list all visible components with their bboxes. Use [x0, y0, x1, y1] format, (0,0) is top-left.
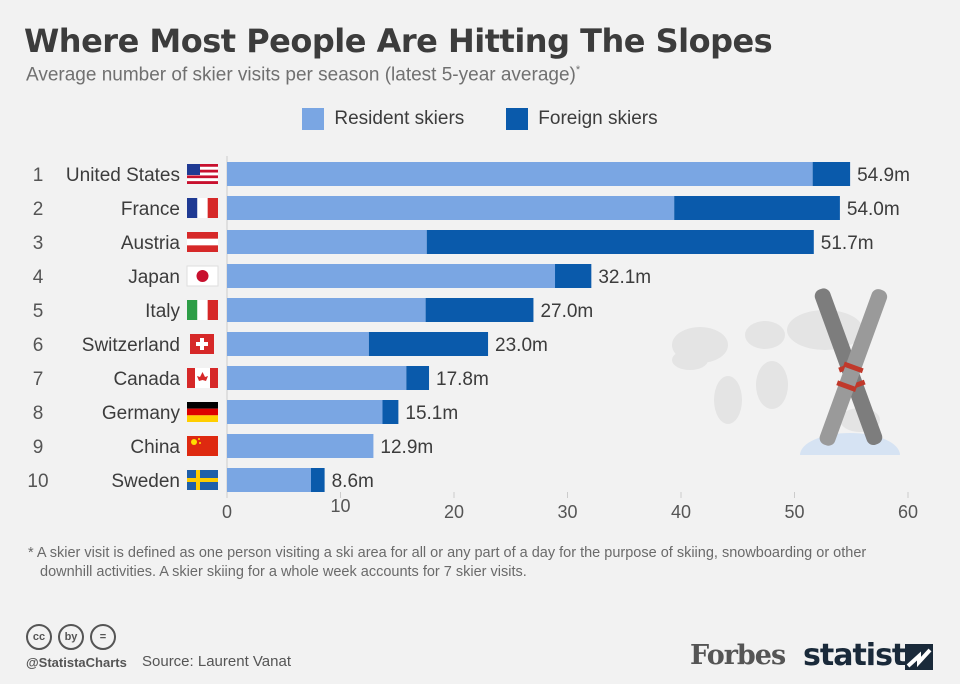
rank-label: 8 [33, 403, 44, 424]
rank-label: 9 [33, 437, 44, 458]
bar-foreign [812, 162, 851, 186]
no-derivatives-icon: = [90, 624, 116, 650]
bar-resident [227, 468, 311, 492]
x-tick-label: 30 [557, 502, 577, 522]
category-label: Switzerland [82, 335, 180, 356]
statista-mark-icon [905, 644, 933, 670]
x-tick-label: 60 [898, 502, 918, 522]
source-text: Source: Laurent Vanat [142, 653, 291, 670]
it-flag-icon [187, 300, 218, 320]
bar-foreign [310, 468, 325, 492]
total-value-label: 54.0m [847, 199, 900, 220]
license-icons: cc by = [26, 624, 116, 650]
bar-resident [227, 230, 427, 254]
bar-resident [227, 162, 813, 186]
category-label: Germany [102, 403, 181, 424]
rank-label: 6 [33, 335, 44, 356]
cc-icon: cc [26, 624, 52, 650]
total-value-label: 12.9m [380, 437, 433, 458]
legend-item-resident: Resident skiers [302, 108, 464, 130]
skis-illustration [800, 288, 900, 455]
bar-resident [227, 298, 426, 322]
bar-resident [227, 332, 369, 356]
total-value-label: 8.6m [332, 471, 374, 492]
rank-label: 10 [27, 471, 48, 492]
legend-swatch-resident [302, 108, 325, 130]
bar-resident [227, 366, 407, 390]
ca-flag-icon [187, 368, 218, 388]
category-label: Austria [121, 233, 181, 254]
subtitle-footnote-mark: * [575, 64, 581, 76]
total-value-label: 15.1m [405, 403, 458, 424]
legend-swatch-foreign [506, 108, 529, 130]
rank-label: 1 [33, 165, 44, 186]
forbes-logo: Forbes [690, 640, 786, 671]
total-value-label: 17.8m [436, 369, 489, 390]
category-labels: 54.9m 1 United States 54.0m 2 France 51.7m 3 Aus… [27, 164, 910, 492]
x-axis-ticks: 0 10 20 30 40 50 60 [222, 496, 918, 522]
total-value-label: 23.0m [495, 335, 548, 356]
legend-item-foreign: Foreign skiers [506, 108, 658, 130]
x-tick-label: 40 [671, 502, 691, 522]
category-label: France [121, 199, 180, 220]
jp-flag-icon [186, 265, 219, 287]
bars [227, 162, 851, 492]
x-tick-label: 10 [330, 496, 350, 516]
bar-foreign [674, 196, 840, 220]
total-value-label: 32.1m [598, 267, 651, 288]
world-map-illustration [672, 310, 880, 432]
bar-resident [227, 400, 383, 424]
legend-label-foreign: Foreign skiers [538, 108, 658, 129]
bar-resident [227, 196, 675, 220]
rank-label: 5 [33, 301, 44, 322]
total-value-label: 54.9m [857, 165, 910, 186]
category-label: Sweden [111, 471, 180, 492]
bar-foreign [426, 230, 814, 254]
at-flag-icon [187, 232, 218, 252]
chart-subtitle: Average number of skier visits per seaso… [26, 64, 581, 86]
attribution-icon: by [58, 624, 84, 650]
bar-foreign [382, 400, 399, 424]
category-label: Canada [113, 369, 180, 390]
bar-resident [227, 264, 556, 288]
bar-foreign [425, 298, 534, 322]
category-label: Japan [128, 267, 180, 288]
legend: Resident skiers Foreign skiers [0, 108, 960, 130]
category-label: China [130, 437, 180, 458]
bar-foreign [406, 366, 430, 390]
total-value-label: 27.0m [540, 301, 593, 322]
us-flag-icon [187, 164, 218, 184]
rank-label: 7 [33, 369, 44, 390]
category-label: United States [66, 165, 180, 186]
se-flag-icon [187, 470, 218, 490]
category-label: Italy [145, 301, 180, 322]
bar-resident [227, 434, 374, 458]
legend-label-resident: Resident skiers [334, 108, 465, 129]
bar-foreign [555, 264, 592, 288]
rank-label: 4 [33, 267, 44, 288]
footnote: * A skier visit is defined as one person… [28, 545, 867, 580]
twitter-handle: @StatistaCharts [26, 655, 127, 670]
x-tick-label: 20 [444, 502, 464, 522]
bar-chart: 54.9m 1 United States 54.0m 2 France 51.7m 3 Aus… [27, 156, 918, 522]
ch-flag-icon [190, 334, 214, 354]
fr-flag-icon [187, 198, 218, 218]
rank-label: 3 [33, 233, 44, 254]
de-flag-icon [187, 402, 218, 422]
chart-title: Where Most People Are Hitting The Slopes [24, 22, 773, 60]
cn-flag-icon [187, 436, 218, 456]
total-value-label: 51.7m [821, 233, 874, 254]
rank-label: 2 [33, 199, 44, 220]
x-tick-label: 0 [222, 502, 232, 522]
x-tick-label: 50 [784, 502, 804, 522]
bar-foreign [368, 332, 489, 356]
